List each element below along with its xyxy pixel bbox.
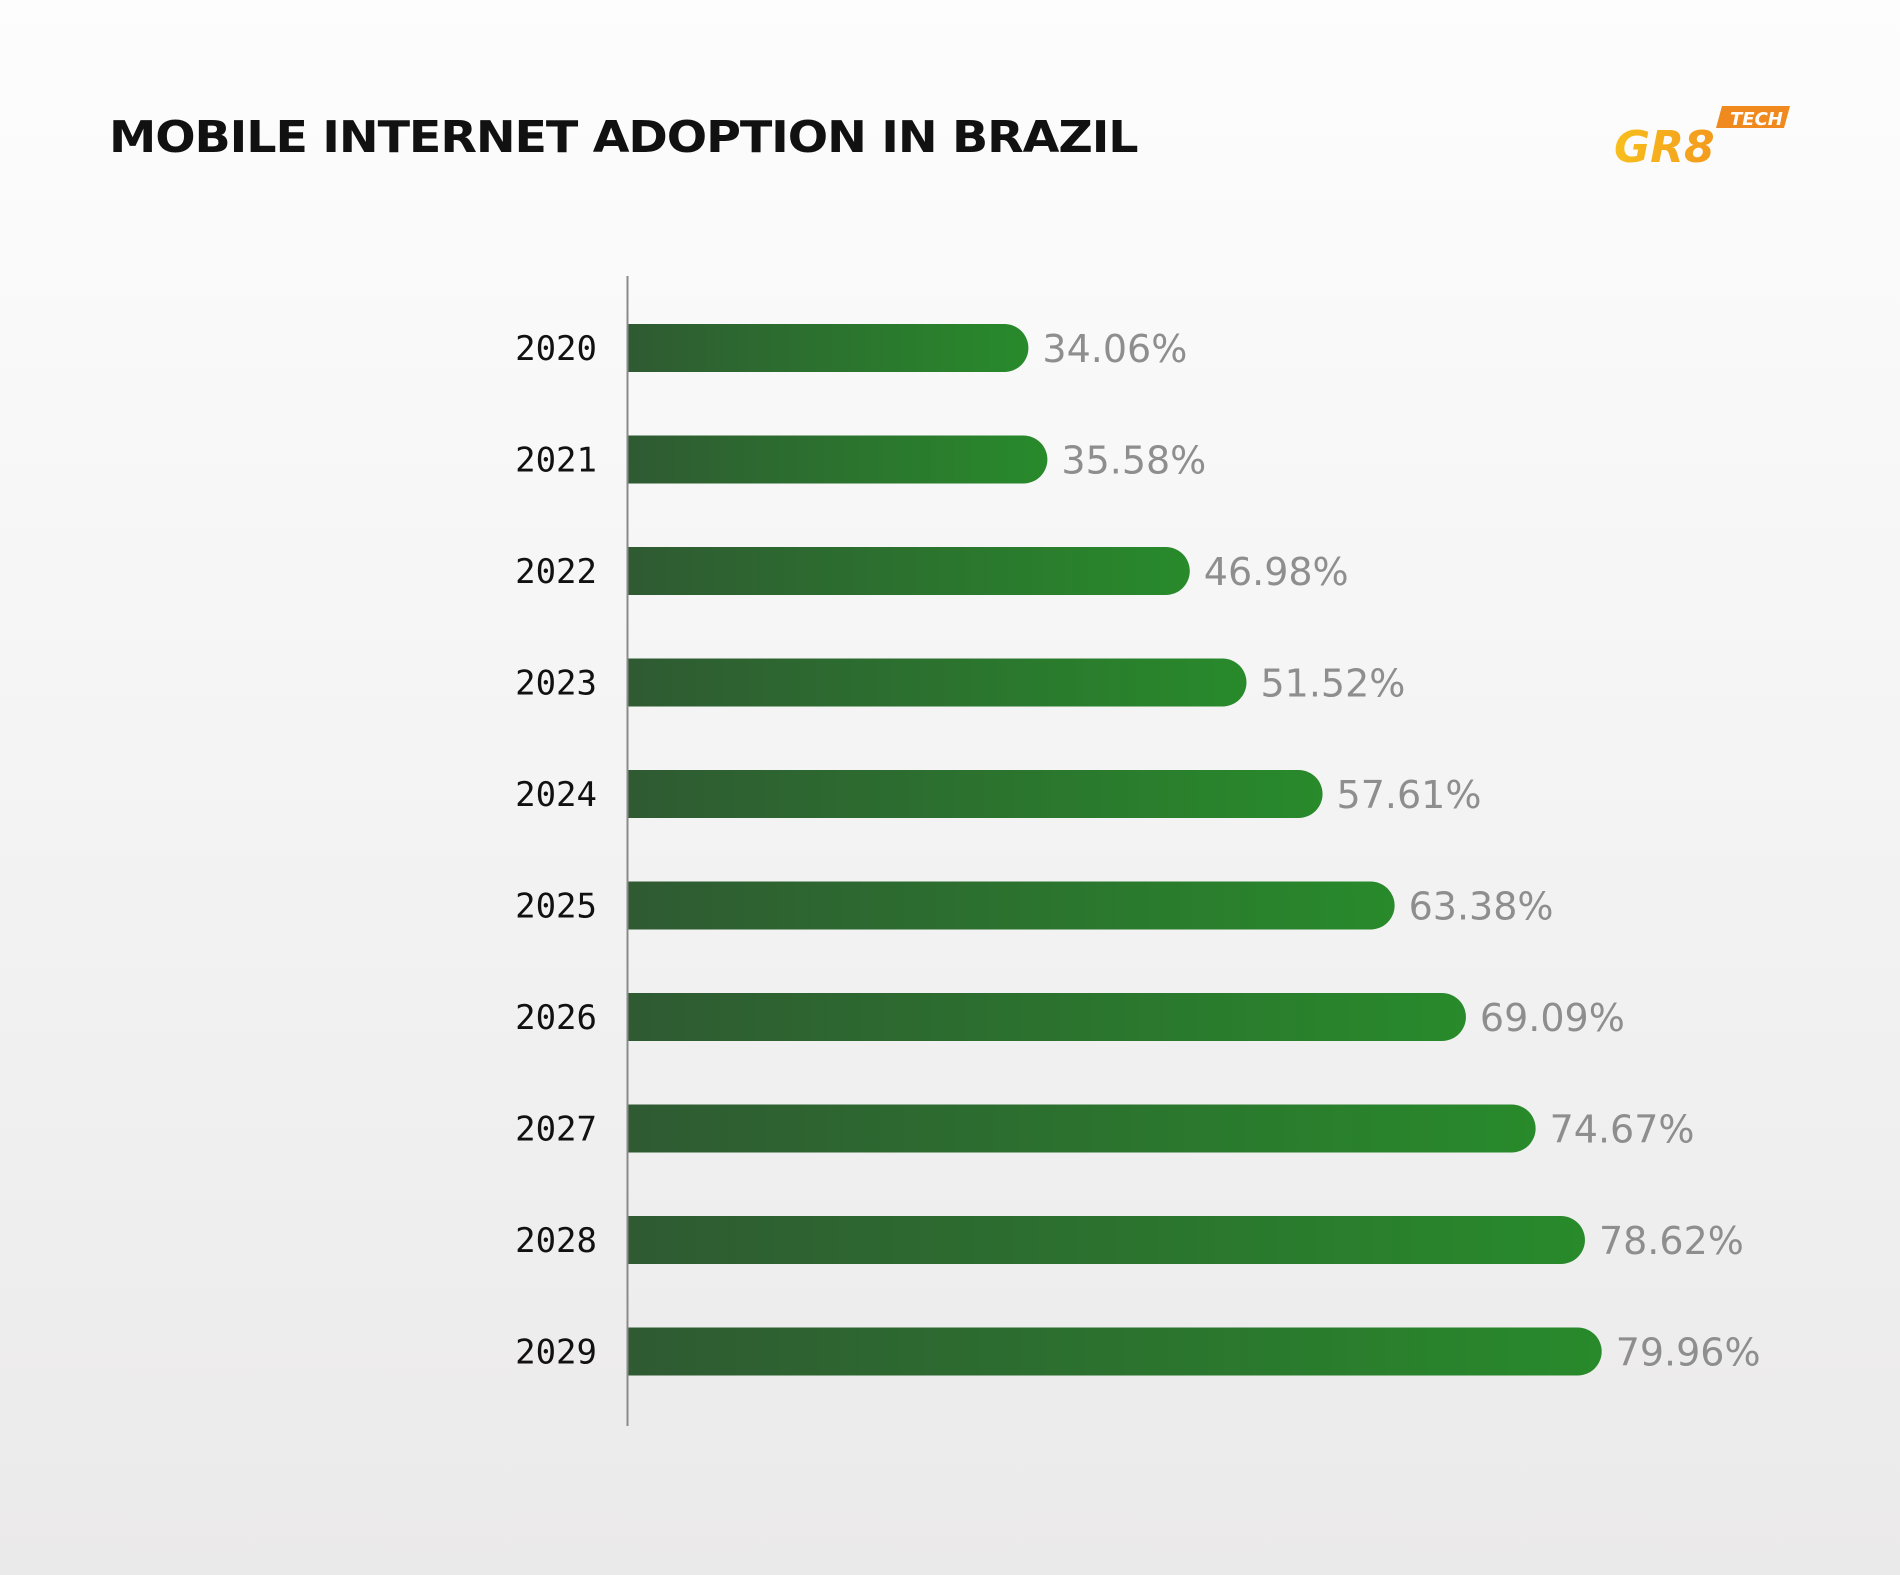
- bar-2028: [627, 1216, 1585, 1264]
- value-label: 57.61%: [1337, 773, 1482, 817]
- value-label: 34.06%: [1042, 327, 1187, 371]
- value-label: 51.52%: [1260, 662, 1405, 706]
- year-label: 2025: [515, 887, 597, 927]
- year-label: 2028: [515, 1221, 597, 1261]
- bar-2029: [627, 1327, 1602, 1376]
- value-label: 63.38%: [1409, 885, 1554, 929]
- bar-2020: [627, 324, 1029, 372]
- gr8-tech-logo: TECH GR8: [1614, 106, 1790, 170]
- year-label: 2020: [515, 329, 597, 369]
- bar-2027: [627, 1104, 1536, 1153]
- bar-2026: [627, 993, 1466, 1041]
- value-label: 69.09%: [1480, 996, 1625, 1040]
- year-label: 2024: [515, 775, 597, 815]
- value-label: 74.67%: [1550, 1108, 1695, 1152]
- value-label: 35.58%: [1061, 439, 1206, 483]
- year-label: 2026: [515, 998, 597, 1038]
- value-label: 78.62%: [1599, 1219, 1744, 1263]
- bar-2022: [627, 547, 1190, 595]
- bar-2023: [627, 658, 1247, 707]
- year-label: 2029: [515, 1333, 597, 1373]
- bar-2024: [627, 770, 1323, 818]
- value-label: 79.96%: [1616, 1331, 1761, 1375]
- svg-text:TECH: TECH: [1730, 109, 1783, 130]
- year-label: 2027: [515, 1110, 597, 1150]
- chart-title: MOBILE INTERNET ADOPTION IN BRAZIL: [109, 112, 1139, 163]
- value-label: 46.98%: [1204, 550, 1349, 594]
- year-label: 2022: [515, 552, 597, 592]
- bar-2021: [627, 435, 1048, 484]
- svg-text:GR8: GR8: [1614, 122, 1715, 170]
- bar-2025: [627, 881, 1395, 930]
- year-label: 2023: [515, 664, 597, 704]
- year-label: 2021: [515, 441, 597, 481]
